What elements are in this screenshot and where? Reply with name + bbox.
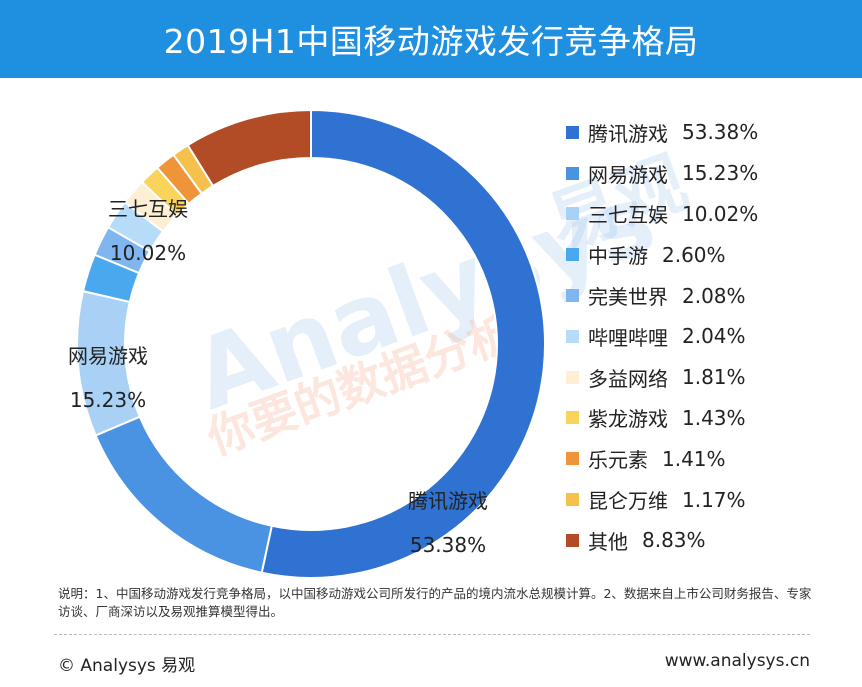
legend-label: 昆仑万维 — [588, 489, 668, 514]
slice-label-name-1: 腾讯游戏 — [408, 489, 488, 513]
legend-value: 1.17% — [682, 487, 746, 512]
legend-label: 腾讯游戏 — [588, 121, 668, 146]
legend-item: 多益网络 1.81% — [566, 357, 856, 398]
legend-label: 哔哩哔哩 — [588, 325, 668, 350]
legend-label: 乐元素 — [588, 448, 648, 473]
source-note: 说明：1、中国移动游戏发行竞争格局，以中国移动游戏公司所发行的产品的境内流水总规… — [58, 586, 812, 619]
legend-label: 其他 — [588, 529, 628, 554]
legend-value: 8.83% — [642, 528, 706, 553]
legend-value: 2.60% — [662, 242, 726, 267]
title-banner: 2019H1中国移动游戏发行竞争格局 — [0, 0, 862, 78]
donut-slices — [76, 108, 546, 578]
legend-label: 紫龙游戏 — [588, 407, 668, 432]
legend-value: 15.23% — [682, 161, 759, 186]
legend-label: 三七互娱 — [588, 203, 668, 228]
legend-label: 网易游戏 — [588, 162, 668, 187]
legend-swatch — [566, 533, 579, 547]
footer-divider — [54, 634, 810, 635]
legend-value: 10.02% — [682, 201, 759, 226]
legend-swatch — [566, 329, 579, 343]
legend-item: 中手游 2.60% — [566, 234, 856, 275]
legend-swatch — [566, 166, 579, 180]
legend: 腾讯游戏 53.38% 网易游戏 15.23% 三七互娱 10.02% 中手游 2.60% 完美… — [566, 112, 856, 561]
legend-label: 多益网络 — [588, 366, 668, 391]
slice-label-value-3: 10.02% — [110, 241, 186, 265]
legend-item: 三七互娱 10.02% — [566, 194, 856, 235]
legend-item: 网易游戏 15.23% — [566, 153, 856, 194]
legend-value: 2.04% — [682, 324, 746, 349]
page-title: 2019H1中国移动游戏发行竞争格局 — [163, 22, 699, 61]
slice-label-name-2: 网易游戏 — [68, 344, 148, 368]
legend-item: 哔哩哔哩 2.04% — [566, 316, 856, 357]
legend-value: 1.41% — [662, 446, 726, 471]
legend-label: 完美世界 — [588, 285, 668, 310]
slice-11 — [186, 108, 312, 188]
legend-value: 1.43% — [682, 405, 746, 430]
slice-label-value-1: 53.38% — [410, 533, 486, 557]
legend-item: 完美世界 2.08% — [566, 275, 856, 316]
slice-1 — [260, 108, 546, 578]
legend-swatch — [566, 370, 579, 384]
legend-item: 腾讯游戏 53.38% — [566, 112, 856, 153]
legend-value: 1.81% — [682, 365, 746, 390]
legend-item: 乐元素 1.41% — [566, 438, 856, 479]
website-link[interactable]: www.analysys.cn — [664, 651, 810, 671]
slice-label-value-2: 15.23% — [70, 388, 146, 412]
legend-value: 53.38% — [682, 120, 759, 145]
legend-value: 2.08% — [682, 283, 746, 308]
legend-swatch — [566, 207, 579, 221]
slice-labels: 腾讯游戏 53.38% 网易游戏 15.23% 三七互娱 10.02% — [68, 197, 488, 557]
legend-swatch — [566, 493, 579, 507]
legend-swatch — [566, 248, 579, 262]
slice-label-name-3: 三七互娱 — [108, 197, 188, 221]
legend-swatch — [566, 125, 579, 139]
legend-swatch — [566, 411, 579, 425]
legend-swatch — [566, 289, 579, 303]
legend-item: 紫龙游戏 1.43% — [566, 398, 856, 439]
copyright-text: © Analysys 易观 — [58, 656, 196, 676]
legend-item: 其他 8.83% — [566, 520, 856, 561]
legend-swatch — [566, 452, 579, 466]
legend-label: 中手游 — [588, 244, 648, 269]
legend-item: 昆仑万维 1.17% — [566, 479, 856, 520]
